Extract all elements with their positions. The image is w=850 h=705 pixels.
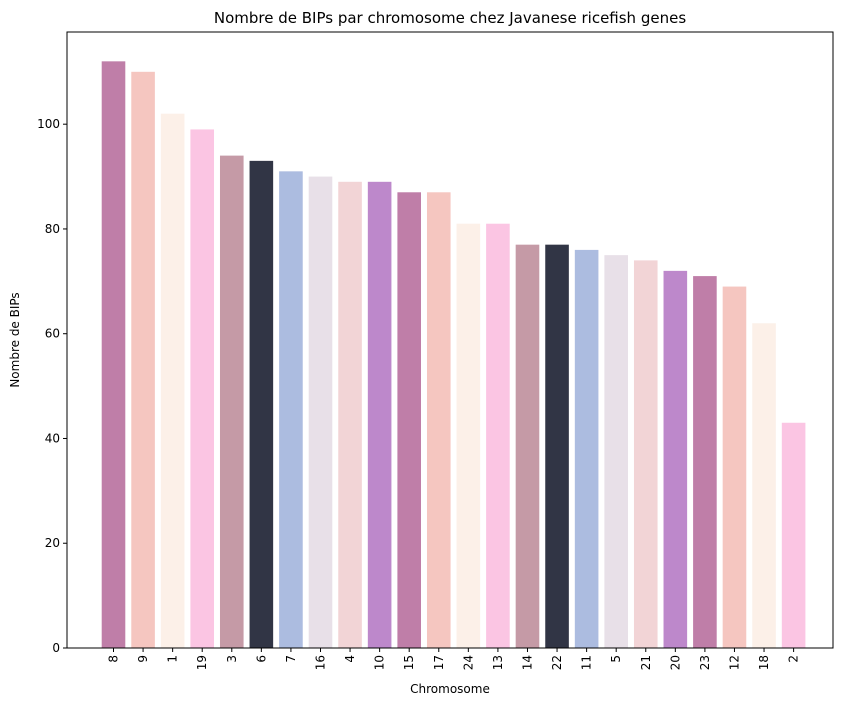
bar-chromosome-18 bbox=[752, 323, 776, 648]
x-tick-label: 3 bbox=[225, 655, 239, 663]
x-tick-label: 19 bbox=[195, 655, 209, 670]
x-tick-label: 16 bbox=[313, 655, 327, 670]
x-tick-label: 11 bbox=[580, 655, 594, 670]
bar-chromosome-10 bbox=[367, 181, 392, 649]
x-tick-label: 10 bbox=[373, 655, 387, 670]
bar-chromosome-2 bbox=[781, 422, 806, 648]
x-tick-label: 1 bbox=[166, 655, 180, 663]
x-tick-label: 2 bbox=[787, 655, 801, 663]
bars-group bbox=[101, 61, 806, 649]
bar-chromosome-5 bbox=[604, 255, 628, 648]
bar-chromosome-24 bbox=[456, 223, 481, 648]
x-tick-label: 8 bbox=[107, 655, 121, 663]
bar-chromosome-21 bbox=[633, 260, 658, 648]
bar-chromosome-15 bbox=[397, 192, 421, 649]
y-tick-label: 100 bbox=[37, 117, 60, 131]
bar-chromosome-7 bbox=[279, 171, 303, 649]
x-tick-label: 9 bbox=[136, 655, 150, 663]
x-tick-label: 6 bbox=[254, 655, 268, 663]
y-tick-label: 20 bbox=[45, 536, 60, 550]
bar-chromosome-8 bbox=[101, 61, 126, 649]
y-tick-label: 0 bbox=[52, 641, 60, 655]
bar-chromosome-20 bbox=[663, 270, 688, 648]
bar-chromosome-1 bbox=[160, 113, 185, 648]
x-tick-label: 23 bbox=[698, 655, 712, 670]
y-tick-label: 60 bbox=[45, 327, 60, 341]
x-tick-label: 13 bbox=[491, 655, 505, 670]
x-tick-label: 15 bbox=[402, 655, 416, 670]
y-tick-label: 80 bbox=[45, 222, 60, 236]
bar-chromosome-14 bbox=[515, 244, 540, 648]
bar-chromosome-9 bbox=[131, 71, 155, 649]
chart-title: Nombre de BIPs par chromosome chez Javan… bbox=[214, 9, 686, 27]
x-tick-label: 12 bbox=[727, 655, 741, 670]
bar-chromosome-13 bbox=[486, 223, 510, 648]
x-tick-label: 21 bbox=[639, 655, 653, 670]
x-tick-label: 5 bbox=[609, 655, 623, 663]
y-tick-label: 40 bbox=[45, 431, 60, 445]
bar-chromosome-4 bbox=[338, 181, 362, 649]
x-tick-label: 24 bbox=[461, 655, 475, 670]
bar-chromosome-17 bbox=[426, 192, 451, 649]
bar-chromosome-16 bbox=[308, 176, 333, 649]
x-tick-label: 14 bbox=[520, 655, 534, 670]
x-ticks-group: 8 9 1 19 3 6 7 16 4 10 15 17 24 13 14 22 11 5 21 20 23 12 18 2 bbox=[107, 648, 801, 670]
y-axis-label: Nombre de BIPs bbox=[8, 292, 22, 387]
x-tick-label: 4 bbox=[343, 655, 357, 663]
bar-chromosome-3 bbox=[219, 155, 244, 648]
bar-chromosome-12 bbox=[722, 286, 747, 648]
x-tick-label: 20 bbox=[668, 655, 682, 670]
plot-frame bbox=[66, 31, 834, 649]
bar-chromosome-6 bbox=[249, 160, 274, 648]
y-ticks-group: 0 20 40 60 80 100 bbox=[37, 117, 67, 655]
x-tick-label: 17 bbox=[432, 655, 446, 670]
x-axis-label: Chromosome bbox=[410, 682, 490, 696]
x-tick-label: 18 bbox=[757, 655, 771, 670]
bar-chromosome-23 bbox=[693, 276, 717, 648]
x-tick-label: 22 bbox=[550, 655, 564, 670]
bar-chromosome-19 bbox=[190, 129, 215, 648]
bar-chromosome-22 bbox=[545, 244, 569, 648]
x-tick-label: 7 bbox=[284, 655, 298, 663]
bar-chromosome-11 bbox=[574, 249, 599, 648]
